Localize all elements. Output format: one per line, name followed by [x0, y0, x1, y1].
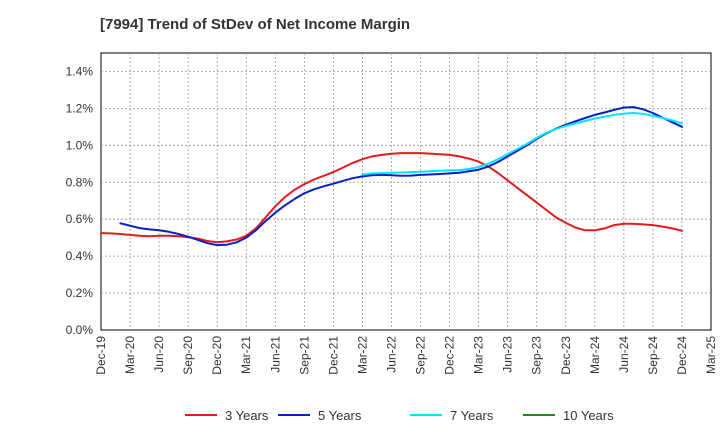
x-tick-label: Mar-21 [239, 336, 253, 374]
x-tick-label: Mar-20 [123, 336, 137, 374]
series-line-7-years [361, 112, 683, 176]
x-tick-label: Jun-23 [501, 336, 515, 373]
x-tick-label: Mar-25 [704, 336, 718, 374]
plot-frame [100, 52, 712, 331]
y-tick-label: 0.6% [66, 212, 94, 226]
x-tick-label: Sep-23 [530, 336, 544, 375]
x-tick-label: Dec-24 [675, 336, 689, 375]
x-tick-label: Sep-20 [181, 336, 195, 375]
y-tick-label: 1.0% [66, 138, 94, 152]
x-tick-label: Mar-22 [355, 336, 369, 374]
series-line-3-years [100, 152, 683, 244]
y-tick-label: 1.2% [66, 101, 94, 115]
legend: 3 Years 5 Years 7 Years 10 Years [185, 408, 614, 423]
legend-label-10-years: 10 Years [563, 408, 614, 423]
x-tick-label: Sep-21 [297, 336, 311, 375]
x-axis-ticks: Dec-19 Mar-20 Jun-20 Sep-20 Dec-20 Mar-21 Jun-… [94, 336, 718, 375]
plot-area [100, 52, 712, 331]
y-axis-ticks: 0.0% 0.2% 0.4% 0.6% 0.8% 1.0% 1.2% 1.4% [66, 64, 94, 337]
x-tick-label: Dec-21 [326, 336, 340, 375]
y-tick-label: 0.0% [66, 323, 94, 337]
x-tick-label: Jun-22 [384, 336, 398, 373]
y-tick-label: 0.2% [66, 286, 94, 300]
x-tick-label: Mar-24 [588, 336, 602, 374]
x-tick-label: Sep-24 [646, 336, 660, 375]
x-tick-label: Sep-22 [414, 336, 428, 375]
y-tick-label: 0.4% [66, 249, 94, 263]
x-tick-label: Jun-20 [152, 336, 166, 373]
legend-label-7-years: 7 Years [450, 408, 494, 423]
chart-title: [7994] Trend of StDev of Net Income Marg… [100, 16, 410, 33]
grid [101, 53, 711, 330]
x-tick-label: Dec-22 [443, 336, 457, 375]
x-tick-label: Dec-23 [559, 336, 573, 375]
series-lines [100, 106, 683, 247]
x-tick-label: Jun-21 [268, 336, 282, 373]
y-tick-label: 0.8% [66, 175, 94, 189]
x-tick-label: Jun-24 [617, 336, 631, 373]
y-tick-label: 1.4% [66, 64, 94, 78]
x-tick-label: Dec-20 [210, 336, 224, 375]
series-line-5-years [119, 106, 683, 247]
x-tick-label: Mar-23 [472, 336, 486, 374]
x-tick-label: Dec-19 [94, 336, 108, 375]
legend-label-5-years: 5 Years [318, 408, 362, 423]
legend-label-3-years: 3 Years [225, 408, 269, 423]
